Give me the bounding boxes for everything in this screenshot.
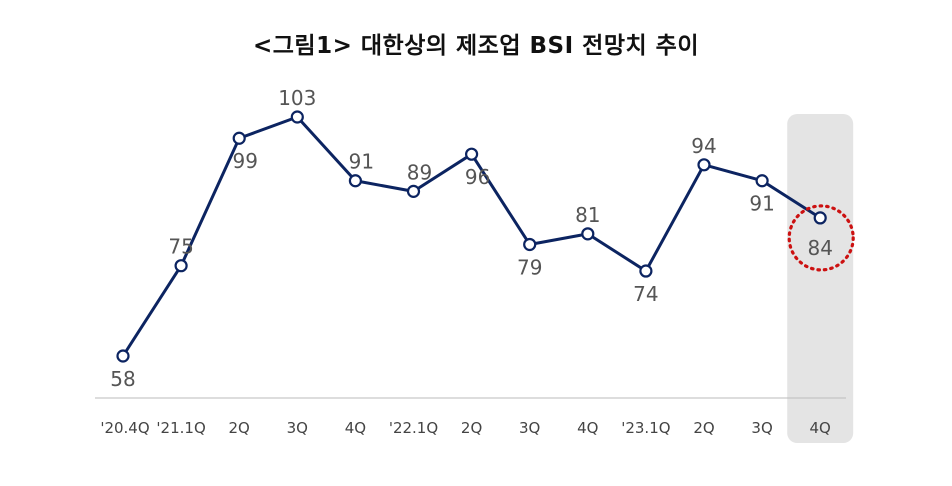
data-point xyxy=(290,110,304,124)
chart-title: <그림1> 대한상의 제조업 BSI 전망치 추이 xyxy=(253,33,699,59)
data-label: 89 xyxy=(407,160,432,184)
x-tick-label: '23.1Q xyxy=(621,419,670,437)
x-tick-label: 3Q xyxy=(287,419,308,437)
x-tick-label: 2Q xyxy=(461,419,482,437)
data-point xyxy=(581,227,595,241)
x-tick-label: 4Q xyxy=(577,419,598,437)
data-label: 58 xyxy=(110,367,135,391)
data-label: 99 xyxy=(232,149,257,173)
data-point xyxy=(465,147,479,161)
x-tick-label: 2Q xyxy=(693,419,714,437)
x-tick-label: 4Q xyxy=(810,419,831,437)
highlight-circle xyxy=(787,204,855,272)
data-point xyxy=(116,349,130,363)
data-label: 91 xyxy=(349,150,374,174)
data-label: 103 xyxy=(278,86,316,110)
data-point xyxy=(232,131,246,145)
x-tick-label: 4Q xyxy=(345,419,366,437)
x-tick-label: '21.1Q xyxy=(156,419,205,437)
data-label: 91 xyxy=(749,192,774,216)
data-point xyxy=(639,264,653,278)
x-tick-label: '22.1Q xyxy=(389,419,438,437)
data-label: 79 xyxy=(517,255,542,279)
x-tick-label: 3Q xyxy=(519,419,540,437)
data-label: 96 xyxy=(465,165,490,189)
data-point xyxy=(813,211,827,225)
x-tick-label: '20.4Q xyxy=(100,419,149,437)
data-label: 94 xyxy=(691,134,716,158)
data-label: 84 xyxy=(807,236,832,260)
data-point xyxy=(174,259,188,273)
data-label: 81 xyxy=(575,203,600,227)
data-label: 74 xyxy=(633,282,658,306)
data-point xyxy=(406,184,421,198)
data-label: 75 xyxy=(168,235,193,259)
data-point xyxy=(523,237,537,252)
x-tick-label: 2Q xyxy=(229,419,250,437)
data-point xyxy=(755,174,769,188)
x-tick-label: 3Q xyxy=(751,419,772,437)
highlight-band xyxy=(787,114,854,443)
data-point xyxy=(348,174,362,188)
data-point xyxy=(697,158,711,172)
